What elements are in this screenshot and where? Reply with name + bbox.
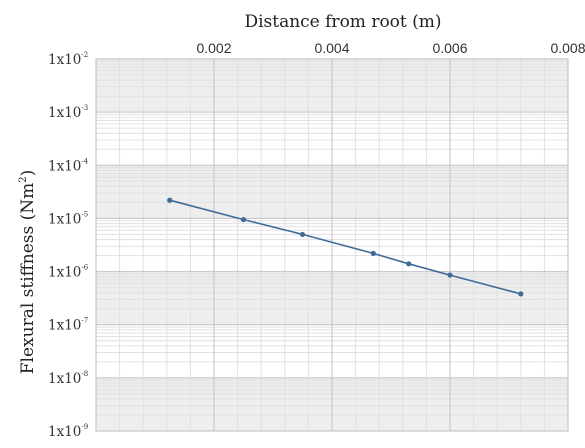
y-tick-label-exp: -3 [81,104,88,112]
y-tick-labels: 1x10-21x10-31x10-41x10-51x10-61x10-71x10… [48,51,89,440]
y-tick-label: 1x10-9 [48,423,88,440]
y-tick-label-exp: -7 [81,317,88,325]
x-tick-label: 0.008 [550,40,585,56]
y-tick-label: 1x10-4 [48,157,89,174]
y-tick-label-base: 1x10 [48,424,81,440]
y-tick-label-exp: -2 [81,51,88,59]
x-tick-label: 0.004 [314,40,349,56]
y-tick-label: 1x10-3 [48,104,88,121]
data-point [447,272,453,278]
y-tick-label: 1x10-8 [48,370,88,387]
data-point [240,217,247,223]
y-tick-label-base: 1x10 [48,105,81,121]
y-tick-label: 1x10-6 [48,264,89,281]
data-point [370,250,376,256]
y-tick-label-exp: -4 [81,157,88,165]
x-tick-labels: 0.002 0.004 0.006 0.008 [196,40,585,56]
x-tick-label: 0.002 [196,40,231,56]
y-tick-label-exp: -8 [81,370,88,378]
y-tick-label-base: 1x10 [48,52,81,68]
y-tick-label: 1x10-2 [48,51,88,68]
plot-frame [95,58,569,432]
y-tick-label-exp: -9 [81,423,88,431]
y-tick-label-base: 1x10 [48,265,81,281]
y-tick-label-base: 1x10 [48,158,81,174]
y-tick-label-base: 1x10 [48,371,81,387]
data-point [518,291,524,297]
y-tick-label: 1x10-7 [48,317,88,334]
grid-lines [95,58,569,432]
data-point [167,197,173,203]
y-tick-label-base: 1x10 [48,318,81,334]
y-tick-label-exp: -5 [81,210,88,218]
data-point [299,231,306,238]
y-tick-label: 1x10-5 [48,210,88,227]
y-axis-title-main: Flexural stiffness (Nm [18,183,38,375]
y-axis-title-sup: 2 [18,176,29,182]
y-axis-title-close: ) [18,170,38,177]
data-point [406,261,412,267]
x-axis-title: Distance from root (m) [244,12,441,32]
y-tick-label-base: 1x10 [48,211,81,227]
x-tick-label: 0.006 [432,40,467,56]
y-axis-title: Flexural stiffness (Nm2) [18,170,38,375]
series-layer [167,197,524,297]
y-tick-label-exp: -6 [81,264,88,272]
